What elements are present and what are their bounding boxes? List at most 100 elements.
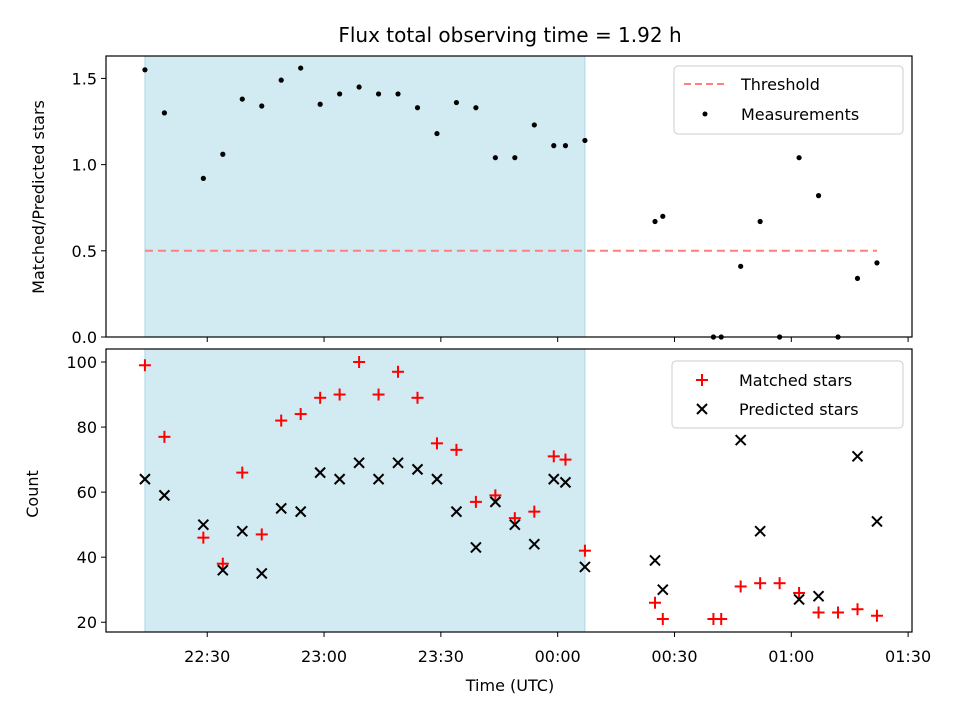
matched-star-point	[793, 586, 806, 599]
legend-matched-swatch	[696, 374, 708, 386]
predicted-star-point	[489, 496, 502, 508]
matched-star-point	[559, 453, 572, 466]
x-axis-label: Time (UTC)	[465, 676, 554, 695]
legend-matched-label: Matched stars	[739, 371, 852, 390]
matched-star-point	[508, 512, 521, 525]
bottom-y-axis-label: Count	[23, 470, 42, 518]
top-legend-box	[673, 65, 904, 135]
measurement-point	[562, 143, 569, 149]
predicted-star-point	[236, 525, 248, 537]
matched-star-point	[773, 577, 786, 590]
top-y-ticks: 0.0 0.5 1.0 1.5	[72, 69, 106, 347]
matched-star-point	[158, 430, 171, 443]
predicted-star-point	[275, 502, 287, 515]
predicted-star-point	[657, 584, 669, 596]
predicted-star-point	[431, 473, 443, 485]
predicted-star-point	[528, 538, 541, 550]
matched-star-point	[333, 388, 346, 401]
measurement-point	[738, 263, 744, 269]
measurement-point	[492, 155, 498, 161]
measurement-point	[239, 96, 245, 102]
matched-star-point	[294, 408, 307, 421]
legend-predicted-label: Predicted stars	[739, 400, 859, 419]
x-tick-label: 00:30	[651, 647, 697, 666]
bottom-legend: Matched stars Predicted stars	[671, 360, 904, 429]
predicted-star-point	[372, 473, 385, 485]
predicted-star-point	[314, 466, 326, 479]
matched-star-point	[450, 443, 463, 456]
matched-star-point	[870, 609, 883, 622]
bottom-x-ticks: 22:30 23:00 23:30 00:00 00:30 01:00 01:30	[184, 632, 931, 666]
observing-window-shade	[144, 55, 586, 338]
matched-star-point	[489, 489, 502, 502]
measurement-point	[453, 99, 460, 106]
matched-star-point	[314, 391, 327, 404]
bottom-plot-frame	[105, 348, 913, 633]
measurement-point	[259, 103, 265, 109]
predicted-star-point	[559, 476, 572, 489]
predicted-star-point	[579, 561, 591, 573]
y-tick-label: 100	[66, 353, 97, 372]
measurement-point	[414, 105, 421, 111]
matched-star-point	[851, 603, 864, 616]
y-tick-label: 60	[77, 483, 97, 502]
predicted-star-point	[294, 505, 307, 518]
measurement-point	[874, 260, 880, 266]
legend-measurements-label: Measurements	[741, 105, 859, 124]
predicted-star-point	[392, 457, 404, 469]
measurement-point	[531, 122, 537, 128]
predicted-star-point	[450, 505, 463, 518]
measurement-point	[200, 175, 206, 181]
measurement-point	[815, 193, 822, 199]
predicted-star-point	[256, 567, 268, 580]
matched-star-point	[715, 612, 728, 625]
matched-star-point	[372, 388, 385, 401]
top-measurement-points	[142, 65, 880, 340]
predicted-star-point	[649, 554, 661, 567]
x-tick-label: 23:30	[418, 647, 464, 666]
measurement-point	[660, 213, 666, 219]
matched-star-point	[255, 528, 268, 541]
bottom-predicted-points	[139, 434, 883, 606]
matched-star-point	[812, 606, 825, 619]
y-tick-label: 80	[77, 418, 97, 437]
observing-window-shade	[144, 348, 586, 633]
measurement-point	[142, 67, 148, 73]
predicted-star-point	[197, 518, 210, 531]
matched-star-point	[216, 557, 229, 570]
measurement-point	[161, 110, 168, 116]
matched-star-point	[430, 437, 443, 450]
x-tick-label: 01:00	[768, 647, 814, 666]
y-tick-label: 40	[77, 548, 97, 567]
measurement-point	[551, 143, 557, 149]
bottom-legend-box	[671, 360, 904, 429]
matched-star-point	[197, 531, 210, 544]
matched-star-point	[649, 596, 662, 609]
x-tick-label: 23:00	[301, 647, 347, 666]
measurement-point	[298, 65, 304, 71]
matched-star-point	[547, 450, 560, 463]
measurement-point	[375, 91, 382, 97]
measurement-point	[582, 137, 588, 144]
measurement-point	[854, 275, 861, 281]
matched-star-point	[353, 356, 366, 369]
predicted-star-point	[411, 463, 424, 476]
top-y-axis-label: Matched/Predicted stars	[29, 100, 48, 294]
top-shaded-region	[144, 55, 586, 338]
top-panel: 0.0 0.5 1.0 1.5 Matched/Predicted stars Thr…	[29, 55, 913, 347]
measurement-point	[317, 101, 323, 107]
measurement-point	[278, 77, 284, 83]
matched-star-point	[656, 612, 669, 625]
measurement-point	[512, 155, 518, 161]
predicted-star-point	[548, 473, 560, 485]
matched-star-point	[411, 391, 424, 404]
bottom-shaded-region	[144, 348, 586, 633]
matched-star-point	[236, 466, 249, 479]
predicted-star-point	[812, 590, 825, 602]
y-tick-label: 1.5	[72, 69, 97, 88]
matched-star-point	[392, 365, 405, 378]
predicted-star-point	[333, 473, 346, 485]
legend-predicted-swatch	[696, 403, 708, 415]
top-legend: Threshold Measurements	[673, 65, 904, 135]
